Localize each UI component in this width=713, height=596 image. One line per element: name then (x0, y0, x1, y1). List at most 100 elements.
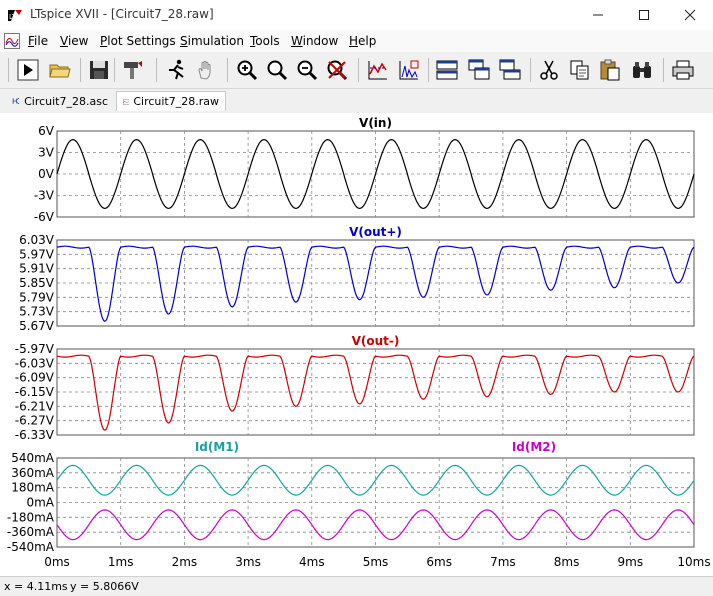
menu-accelerator: F (28, 34, 35, 48)
menu-simulation[interactable]: Simulation (180, 34, 244, 48)
copy-icon (570, 60, 589, 80)
menu-window[interactable]: Window (291, 34, 338, 48)
y-tick-label: -6V (34, 210, 55, 224)
run-icon (17, 59, 39, 81)
trace-label-idm2: Id(M2) (512, 440, 556, 454)
close-icon (684, 9, 696, 21)
control-panel-hammer-icon (124, 61, 142, 79)
control-panel-hammer-button[interactable] (120, 57, 146, 83)
pan-hand-button[interactable] (193, 57, 219, 83)
toolbar-separator (8, 58, 9, 82)
menu-label: iew (67, 34, 89, 48)
toolbar-separator (156, 58, 157, 82)
halt-running-man-button[interactable] (163, 57, 189, 83)
menu-label: imulation (187, 34, 244, 48)
menu-view[interactable]: View (60, 34, 88, 48)
toolbar-separator (227, 58, 228, 82)
menu-plot-settings[interactable]: Plot Settings (100, 34, 176, 48)
open-folder-icon (49, 64, 71, 78)
menu-label: ile (34, 34, 49, 48)
close-button[interactable] (667, 0, 713, 30)
trace-voutm (56, 354, 695, 431)
x-tick-label: 6ms (426, 555, 452, 569)
menu-tools[interactable]: Tools (250, 34, 280, 48)
waveform-viewer[interactable]: 6V 3V 0V -3V -6V V(in) 6.03V 5.97V 5.91V 5.85V 5.7… (0, 113, 713, 576)
halt-running-man-icon (169, 59, 184, 80)
paste-button[interactable] (597, 57, 623, 83)
autorange-button[interactable] (365, 57, 391, 83)
y-tick-label: -180mA (7, 510, 55, 524)
y-tick-label: 0mA (26, 496, 54, 510)
open-folder-button[interactable] (47, 57, 73, 83)
toolbar (0, 52, 713, 89)
x-tick-label: 9ms (618, 555, 644, 569)
zoom-out-button[interactable] (294, 57, 320, 83)
cut-button[interactable] (536, 57, 562, 83)
y-tick-label: 5.91V (19, 262, 55, 276)
print-button[interactable] (670, 57, 696, 83)
ltspice-logo-icon: LT (7, 7, 23, 23)
y-tick-label: 6.03V (19, 233, 55, 247)
cursor-y-readout: y = 5.8066V (70, 580, 139, 593)
x-tick-label: 7ms (490, 555, 516, 569)
tile-vertical-button[interactable] (497, 57, 523, 83)
autorange-icon (368, 61, 387, 80)
save-button[interactable] (86, 57, 112, 83)
y-tick-label: 180mA (11, 481, 55, 495)
menu-label: elp (358, 34, 377, 48)
copy-button[interactable] (567, 57, 593, 83)
print-icon (672, 60, 694, 80)
trace-label-idm1: Id(M1) (195, 440, 239, 454)
y-tick-label: 540mA (11, 451, 55, 465)
trace-label-vin: V(in) (359, 116, 392, 130)
menu-accelerator: P (100, 34, 108, 48)
toolbar-separator (80, 58, 81, 82)
tile-horizontal-button[interactable] (434, 57, 460, 83)
waveform-icon (123, 98, 130, 105)
y-tick-label: 5.67V (19, 319, 55, 333)
document-tabs: Circuit7_28.asc Circuit7_28.raw (0, 89, 713, 113)
trace-vin (56, 138, 695, 210)
menu-label: indow (302, 34, 339, 48)
plot-canvas[interactable]: 6V3V0V-3V-6VV(in)6.03V5.97V5.91V5.85V5.7… (0, 113, 713, 576)
tab-waveform[interactable]: Circuit7_28.raw (116, 91, 226, 111)
fft-icon (399, 60, 419, 80)
menu-help[interactable]: Help (349, 34, 376, 48)
fft-button[interactable] (396, 57, 422, 83)
run-button[interactable] (15, 57, 41, 83)
y-tick-label: -5.97V (15, 342, 55, 356)
menu-accelerator: V (60, 34, 68, 48)
y-tick-label: -3V (34, 189, 55, 203)
y-tick-label: -6.15V (15, 385, 55, 399)
trace-idm2 (56, 509, 695, 541)
toolbar-separator (428, 58, 429, 82)
y-tick-label: -6.03V (15, 356, 55, 370)
zoom-full-button[interactable] (264, 57, 290, 83)
menu-file[interactable]: File (28, 34, 48, 48)
y-tick-label: -6.09V (15, 371, 55, 385)
schematic-icon (12, 97, 20, 105)
zoom-cancel-icon (327, 60, 348, 81)
y-tick-label: 5.85V (19, 276, 55, 290)
maximize-button[interactable] (621, 0, 667, 30)
y-tick-label: 5.79V (19, 290, 55, 304)
y-tick-label: 5.73V (19, 305, 55, 319)
cascade-button[interactable] (466, 57, 492, 83)
x-tick-label: 0ms (44, 555, 70, 569)
x-tick-label: 10ms (677, 555, 710, 569)
toolbar-separator (114, 58, 115, 82)
toolbar-separator (530, 58, 531, 82)
tab-schematic[interactable]: Circuit7_28.asc (6, 91, 114, 111)
zoom-cancel-button[interactable] (324, 57, 350, 83)
zoom-in-icon (237, 60, 258, 81)
waveform-doc-icon[interactable] (4, 33, 20, 49)
menu-accelerator: H (349, 34, 359, 48)
tab-label: Circuit7_28.asc (24, 94, 108, 108)
status-bar: x = 4.11ms y = 5.8066V (0, 576, 713, 596)
y-tick-label: -360mA (7, 525, 55, 539)
minimize-button[interactable] (575, 0, 621, 30)
find-binoculars-button[interactable] (629, 57, 655, 83)
zoom-in-button[interactable] (234, 57, 260, 83)
menu-accelerator: T (250, 34, 256, 48)
menu-label: lot Settings (107, 34, 176, 48)
